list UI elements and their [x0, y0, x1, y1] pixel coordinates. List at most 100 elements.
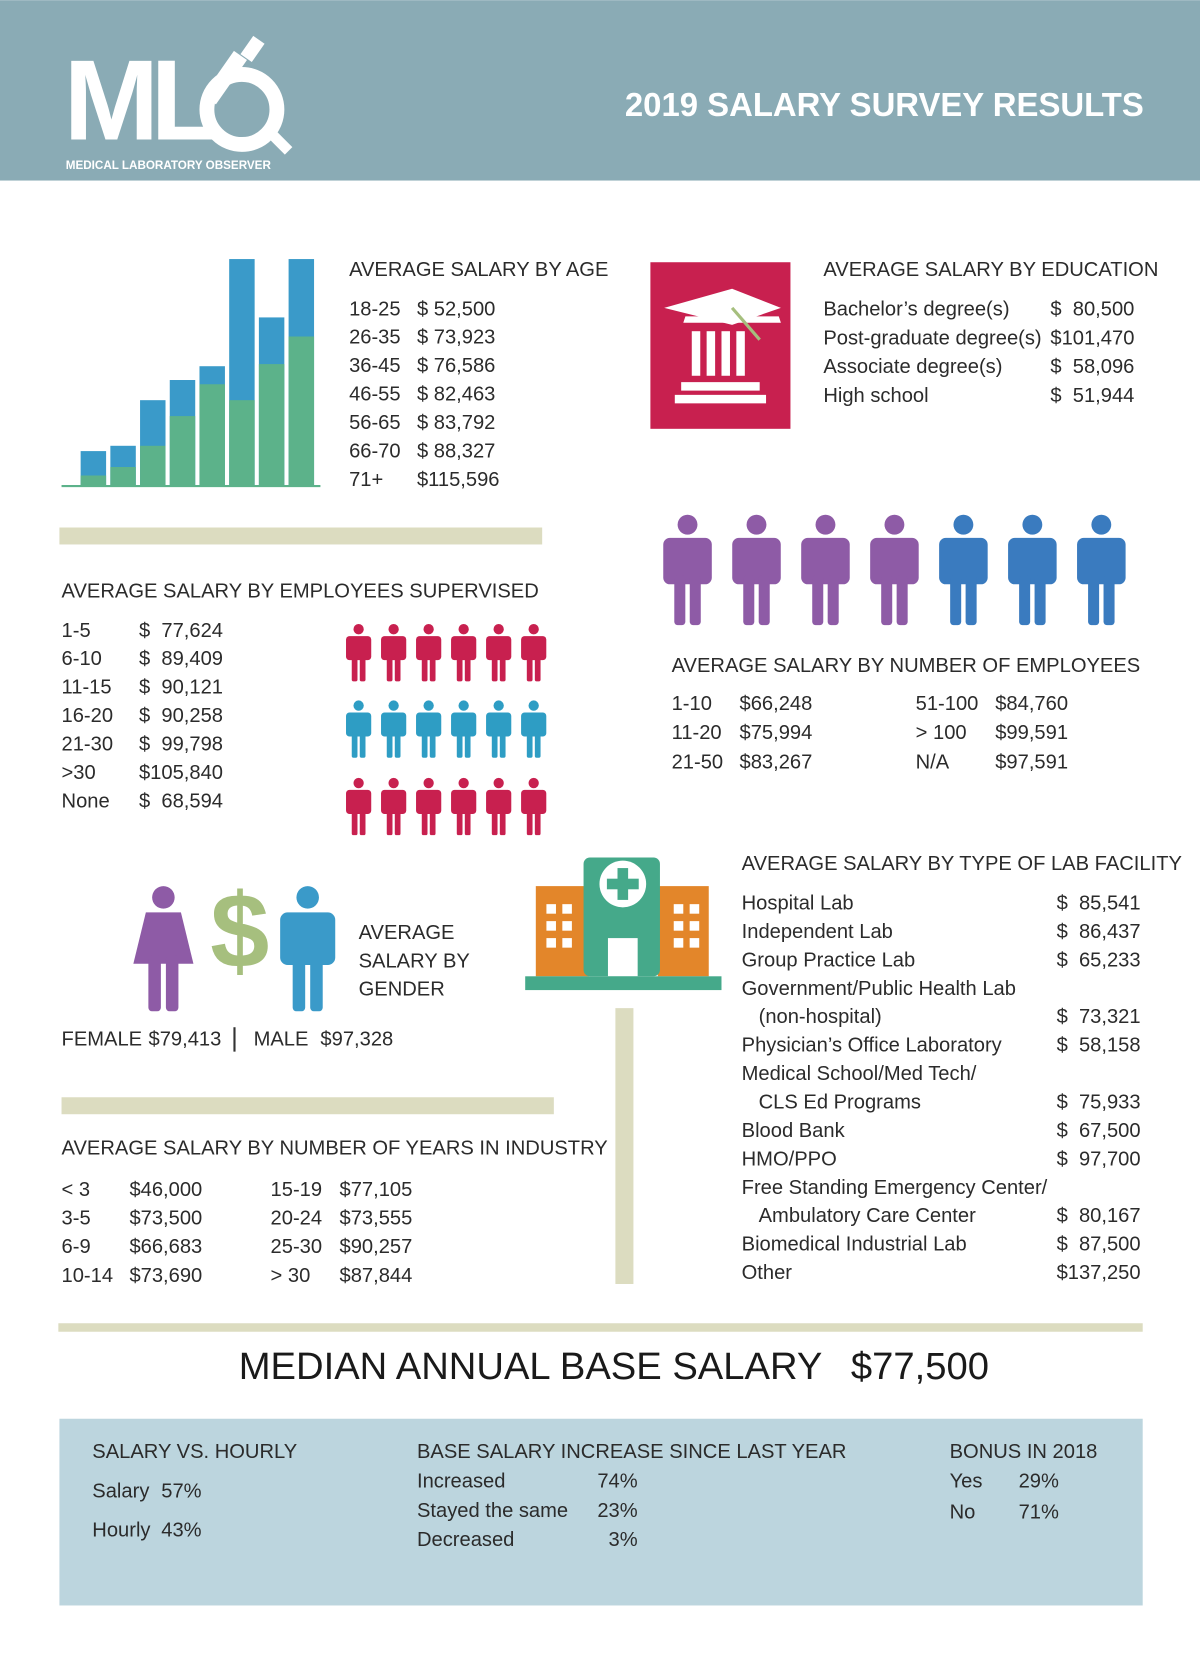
row-label: 51-100	[916, 693, 979, 715]
value: $105,840	[139, 762, 223, 784]
row-label: Salary	[92, 1480, 150, 1502]
value: $ 86,437	[1057, 921, 1141, 943]
value: $84,760	[995, 693, 1068, 715]
value: $ 85,541	[1057, 892, 1141, 914]
median-value: $77,500	[851, 1345, 989, 1388]
value: $ 58,096	[1050, 356, 1134, 378]
row-label: Hospital Lab	[742, 892, 854, 914]
person-icon	[801, 514, 850, 626]
education-icon	[650, 262, 791, 429]
row-label: 10-14	[62, 1265, 114, 1287]
person-icon	[1077, 514, 1126, 626]
value: $66,683	[129, 1236, 202, 1258]
value: $87,844	[340, 1265, 413, 1287]
row-label: 1-5	[62, 620, 91, 642]
person-icon	[416, 700, 442, 758]
row-label: Blood Bank	[742, 1120, 846, 1142]
value: $ 77,624	[139, 620, 223, 642]
value: 74%	[597, 1471, 637, 1493]
value: $ 65,233	[1057, 949, 1141, 971]
value: $ 52,500	[417, 298, 495, 320]
value: $83,267	[740, 751, 813, 773]
section-title: AVERAGE	[359, 922, 455, 944]
value: $101,470	[1050, 327, 1134, 349]
person-icon	[521, 700, 547, 758]
section-title: AVERAGE SALARY BY NUMBER OF YEARS IN IND…	[62, 1138, 608, 1160]
row-label: 26-35	[349, 327, 401, 349]
value: $ 88,327	[417, 440, 495, 462]
row-label: Medical School/Med Tech/	[742, 1063, 977, 1085]
row-label: 18-25	[349, 298, 401, 320]
value: $ 67,500	[1057, 1120, 1141, 1142]
row-label: Post-graduate degree(s)	[823, 327, 1041, 349]
row-label: Increased	[417, 1471, 505, 1493]
section-title: AVERAGE SALARY BY NUMBER OF EMPLOYEES	[672, 655, 1141, 677]
value: $ 83,792	[417, 412, 495, 434]
row-label: 6-9	[62, 1236, 91, 1258]
row-label: Independent Lab	[742, 921, 893, 943]
section-title: SALARY BY	[359, 950, 470, 972]
row-label: 16-20	[62, 705, 114, 727]
value: $ 51,944	[1050, 385, 1134, 407]
person-icon	[416, 777, 442, 836]
value: 23%	[597, 1500, 637, 1522]
value: $ 73,923	[417, 327, 495, 349]
person-icon	[346, 700, 372, 758]
value: $ 90,258	[139, 705, 223, 727]
row-label: FEMALE	[62, 1028, 143, 1050]
row-label: Bachelor’s degree(s)	[823, 298, 1009, 320]
person-icon	[346, 624, 372, 682]
person-icon	[870, 514, 919, 626]
value: $97,328	[320, 1028, 393, 1050]
person-icon	[451, 700, 477, 758]
person-icon	[381, 700, 407, 758]
row-label: Stayed the same	[417, 1500, 568, 1522]
row-label: 15-19	[271, 1179, 323, 1201]
row-label: Associate degree(s)	[823, 356, 1002, 378]
row-label: 21-30	[62, 734, 114, 756]
row-label: Free Standing Emergency Center/	[742, 1177, 1048, 1199]
section-title: SALARY VS. HOURLY	[92, 1441, 297, 1463]
row-label: Other	[742, 1262, 793, 1284]
dollar-icon: $	[210, 872, 269, 990]
person-icon	[381, 777, 407, 836]
value: $ 58,158	[1057, 1035, 1141, 1057]
value: $73,555	[340, 1208, 413, 1230]
person-icon	[451, 624, 477, 682]
value: $99,591	[995, 722, 1068, 744]
logo-mark	[199, 35, 293, 155]
person-icon	[939, 514, 988, 626]
row-label: 11-20	[672, 722, 722, 744]
person-icon	[1008, 514, 1057, 626]
logo-tagline: MEDICAL LABORATORY OBSERVER	[66, 159, 272, 172]
value: $97,591	[995, 751, 1068, 773]
value: $ 89,409	[139, 648, 223, 670]
row-label: No	[950, 1501, 976, 1523]
age-bars	[61, 259, 321, 488]
value: $ 73,321	[1057, 1006, 1141, 1028]
row-label: Yes	[950, 1471, 983, 1493]
person-icon	[416, 624, 442, 682]
median-label: MEDIAN ANNUAL BASE SALARY	[239, 1345, 823, 1388]
section-title: BASE SALARY INCREASE SINCE LAST YEAR	[417, 1441, 846, 1463]
value: 3%	[609, 1529, 638, 1551]
row-label: MALE	[254, 1028, 309, 1050]
section-title: BONUS IN 2018	[950, 1441, 1098, 1463]
row-label: 66-70	[349, 440, 401, 462]
person-icon	[486, 624, 512, 682]
row-label: < 3	[62, 1179, 91, 1201]
value: $115,596	[417, 469, 500, 491]
person-icon	[521, 624, 547, 682]
person-icon	[346, 777, 372, 836]
section-title: AVERAGE SALARY BY AGE	[349, 259, 608, 281]
value: $46,000	[129, 1179, 202, 1201]
person-icon	[133, 886, 194, 1012]
value: $ 99,798	[139, 734, 223, 756]
row-label: 71+	[349, 469, 383, 491]
hospital-icon	[525, 857, 722, 991]
value: $ 87,500	[1057, 1234, 1141, 1256]
row-label: High school	[823, 385, 928, 407]
row-label: > 100	[916, 722, 967, 744]
section-title: AVERAGE SALARY BY TYPE OF LAB FACILITY	[742, 853, 1182, 875]
